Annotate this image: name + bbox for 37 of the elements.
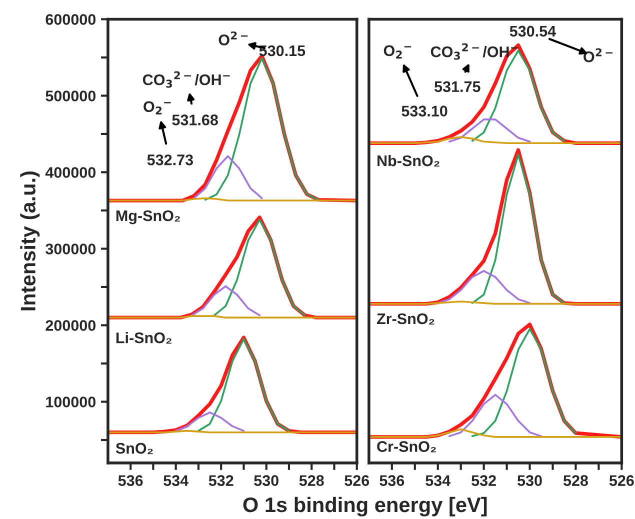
x-tick-label: 534 [426,475,451,486]
x-tick-label: 528 [563,475,588,486]
x-tick-label: 532 [472,475,496,486]
y-tick-label: 400000 [45,167,96,178]
annotation: Mg-SnO₂ [116,210,180,224]
annotation: CO$_{3}$$^{2−}$/OH$^{−}$ [430,43,518,60]
annotation: Zr-SnO₂ [376,313,434,324]
annotation: 530.54 [510,26,556,37]
annotation: CO$_{3}$$^{2−}$/OH$^{−}$ [142,71,230,88]
annotation: 532.73 [147,154,193,166]
x-tick-label: 536 [380,475,404,486]
x-tick-label: 536 [118,475,143,486]
annotation: 530.15 [259,45,306,56]
annotation: O$_{2}$$^{−}$ [144,101,171,114]
y-tick-label: 200000 [46,320,96,331]
x-tick-label: 526 [609,475,634,486]
annotation: 533.10 [402,106,448,117]
annotation: Li-SnO₂ [116,332,172,344]
annotation: O$^{2−}$ [218,31,248,46]
annotation: 531.68 [172,114,218,126]
y-axis-title: Intensity (a.u.) [20,171,40,310]
annotation: Nb-SnO₂ [378,154,440,167]
annotation: 531.75 [434,81,480,92]
annotation: SnO₂ [116,442,153,454]
x-tick-label: 534 [164,475,188,486]
annotation: O$_{2}$$^{−}$ [384,45,412,58]
x-tick-label: 528 [299,475,324,486]
y-tick-label: 600000 [46,14,96,25]
y-tick-label: 100000 [46,396,96,408]
x-tick-label: 526 [344,475,370,486]
x-tick-label: 530 [254,475,278,486]
x-axis-title: O 1s binding energy [eV] [243,496,487,516]
y-tick-label: 500000 [46,90,96,102]
annotation: Cr-SnO₂ [377,441,436,452]
y-tick-label: 300000 [46,244,96,254]
x-tick-label: 532 [208,475,234,486]
x-tick-label: 530 [517,475,542,486]
